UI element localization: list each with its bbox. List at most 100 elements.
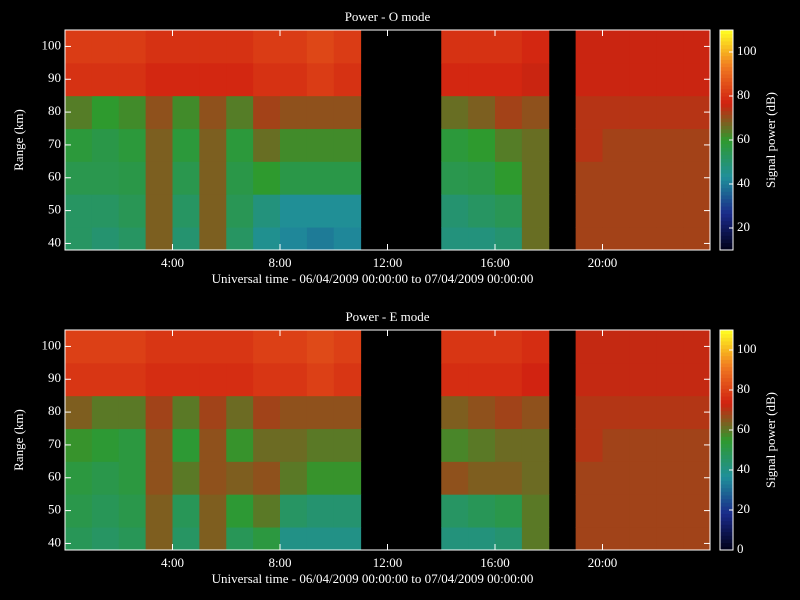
heatmap-cell [118,428,147,462]
colorbar-swatch [720,359,733,364]
heatmap-cell [118,194,147,228]
heatmap-cell [521,428,550,462]
colorbar-swatch [720,487,733,492]
heatmap-cell [495,227,523,251]
colorbar-swatch [720,162,733,167]
heatmap-cell [629,494,657,528]
colorbar-swatch [720,330,733,335]
heatmap-cell [118,461,147,495]
colorbar-swatch [720,465,733,470]
heatmap-cell [145,62,173,97]
heatmap-cell [226,494,254,528]
colorbar-swatch [720,443,733,448]
heatmap-cell [629,330,657,364]
x-tick-label: 4:00 [161,555,184,570]
colorbar-tick-label: 0 [737,541,744,556]
heatmap-cell [441,194,469,228]
heatmap-cell [226,194,254,228]
heatmap-cell [118,62,147,97]
heatmap-cell [333,62,362,97]
heatmap-cell [575,428,603,462]
heatmap-cell [253,161,281,195]
heatmap-cell [280,227,308,251]
colorbar-swatch [720,30,733,35]
heatmap-cell [656,362,684,397]
heatmap-cell [172,527,200,551]
heatmap-cell [521,128,550,162]
heatmap-cell [495,194,523,228]
heatmap-cell [118,30,147,64]
colorbar-tick-label: 100 [737,43,757,58]
heatmap-cell [306,128,335,162]
heatmap-cell [306,461,335,495]
colorbar-swatch [720,231,733,236]
colorbar-swatch [720,454,733,459]
colorbar-swatch [720,495,733,500]
heatmap-cell [172,362,200,397]
colorbar-swatch [720,425,733,430]
heatmap-cell [118,128,147,162]
heatmap-cell [199,62,227,97]
heatmap-cell [306,95,335,130]
heatmap-cell [118,362,147,397]
colorbar-swatch [720,480,733,485]
heatmap-cell [575,194,603,228]
heatmap-cell [199,395,227,430]
colorbar-swatch [720,235,733,240]
heatmap-cell [575,395,603,430]
heatmap-cell [280,62,308,97]
heatmap-cell [656,62,684,97]
heatmap-cell [91,95,120,130]
heatmap-cell [575,527,603,551]
heatmap-cell [521,194,550,228]
heatmap-cell [575,95,603,130]
heatmap-cell [91,527,120,551]
heatmap-cell [575,62,603,97]
heatmap-cell [199,461,227,495]
heatmap-cell [172,330,200,364]
heatmap-cell [172,62,200,97]
heatmap-cell [468,362,496,397]
x-axis-label: Universal time - 06/04/2009 00:00:00 to … [212,571,534,586]
heatmap-cell [333,461,362,495]
heatmap-cell [253,428,281,462]
colorbar-swatch [720,209,733,214]
heatmap-cell [575,128,603,162]
heatmap-cell [521,362,550,397]
heatmap-cell [306,194,335,228]
colorbar-swatch [720,224,733,229]
colorbar-swatch [720,107,733,112]
heatmap-cell [145,461,173,495]
heatmap-cell [172,461,200,495]
heatmap-cell [629,128,657,162]
heatmap-cell [495,128,523,162]
heatmap-cell [468,330,496,364]
heatmap-cell [468,161,496,195]
colorbar-frame [719,329,734,551]
colorbar-swatch [720,491,733,496]
heatmap-cell [441,362,469,397]
colorbar-swatch [720,151,733,156]
colorbar-swatch [720,220,733,225]
heatmap-cell [602,395,630,430]
heatmap-cell [575,30,603,64]
y-tick-label: 70 [48,136,61,151]
heatmap-cell [91,428,120,462]
panel-title: Power - O mode [345,9,431,24]
colorbar-swatch [720,388,733,393]
heatmap-cell [306,527,335,551]
colorbar-swatch [720,103,733,108]
heatmap-cell [629,194,657,228]
colorbar-swatch [720,418,733,423]
heatmap-cell [199,362,227,397]
heatmap-cell [253,194,281,228]
heatmap-cell [226,227,254,251]
heatmap-cell [656,161,684,195]
colorbar-swatch [720,114,733,119]
heatmap-cell [118,494,147,528]
heatmap-cell [65,527,93,551]
heatmap-cell [333,428,362,462]
heatmap-cell [521,95,550,130]
heatmap-cell [521,227,550,251]
colorbar-swatch [720,513,733,518]
